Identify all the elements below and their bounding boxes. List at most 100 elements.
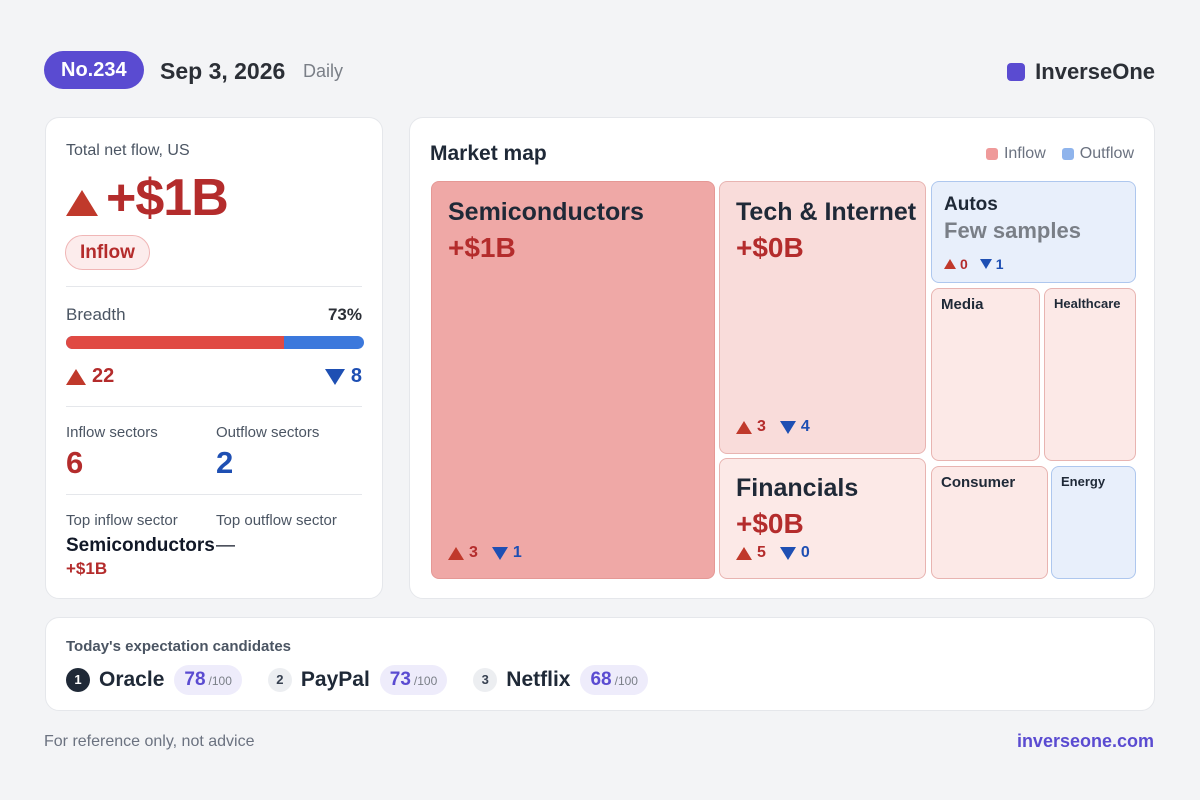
down-arrow-icon: [779, 420, 796, 434]
top-inflow-sector-value: +$1B: [66, 559, 108, 578]
header: No.234 Sep 3, 2026 Daily InverseOne: [44, 51, 1155, 91]
tile-autos[interactable]: Autos Few samples 0 1: [931, 181, 1136, 283]
brand: InverseOne: [1007, 59, 1155, 85]
tile-tech-internet[interactable]: Tech & Internet +$0B 3 4: [719, 181, 926, 454]
up-arrow-icon: [736, 420, 752, 434]
candidate-score-max: /100: [208, 674, 232, 688]
tile-counts: 3 4: [736, 418, 810, 436]
top-outflow-sector-name: —: [216, 535, 235, 556]
tile-counts: 3 1: [448, 544, 522, 562]
candidates-title: Today's expectation candidates: [66, 638, 292, 655]
divider: [66, 494, 362, 495]
candidate-item[interactable]: 2 PayPal 73 /100: [267, 665, 448, 695]
decliners-count: 8: [324, 365, 362, 388]
breadth-percent: 73%: [327, 305, 362, 324]
legend-inflow-label: Inflow: [1003, 145, 1046, 162]
market-map-card: Market map Inflow Outflow Semiconductors…: [409, 117, 1155, 599]
issue-badge: No.234: [44, 51, 144, 89]
candidate-score: 68 /100: [580, 665, 648, 695]
net-flow-amount: +$1B: [106, 169, 229, 227]
tile-name: Autos: [944, 194, 998, 215]
candidate-rank: 1: [66, 668, 90, 692]
top-inflow-sector-name: Semiconductors: [66, 535, 215, 556]
candidate-name: Oracle: [99, 668, 165, 691]
candidate-item[interactable]: 1 Oracle 78 /100: [66, 665, 242, 695]
tile-financials[interactable]: Financials +$0B 5 0: [719, 458, 926, 579]
down-arrow-icon: [979, 259, 992, 269]
net-flow-value: +$1B: [66, 168, 229, 228]
tile-down-count: 1: [512, 544, 522, 561]
tile-value: +$0B: [736, 232, 804, 263]
breadth-bar-fill: [66, 336, 284, 349]
tile-value: +$0B: [736, 508, 804, 539]
market-map-title: Market map: [430, 142, 547, 165]
tile-down-count: 0: [800, 544, 810, 561]
tile-media[interactable]: Media: [931, 288, 1040, 461]
tile-energy[interactable]: Energy: [1051, 466, 1136, 579]
tile-name: Consumer: [941, 474, 1016, 491]
tile-name: Media: [941, 296, 984, 313]
tile-healthcare[interactable]: Healthcare: [1044, 288, 1136, 461]
inflow-sectors-count: 6: [66, 445, 84, 480]
inflow-swatch-icon: [985, 148, 998, 160]
advancers-value: 22: [92, 365, 115, 387]
tile-name: Semiconductors: [448, 198, 644, 226]
tile-consumer[interactable]: Consumer: [931, 466, 1048, 579]
candidate-name: PayPal: [300, 668, 370, 691]
advancers-count: 22: [66, 365, 114, 388]
down-arrow-icon: [324, 368, 345, 385]
tile-down-count: 4: [800, 418, 810, 435]
site-link[interactable]: inverseone.com: [1016, 731, 1154, 751]
down-arrow-icon: [491, 546, 508, 560]
net-flow-summary-card: Total net flow, US +$1B Inflow Breadth 7…: [45, 117, 383, 599]
tile-semiconductors[interactable]: Semiconductors +$1B 3 1: [431, 181, 715, 579]
up-arrow-icon: [448, 546, 464, 560]
tile-note: Few samples: [944, 218, 1081, 243]
decliners-value: 8: [350, 365, 362, 387]
tile-name: Financials: [736, 474, 859, 502]
candidates-list: 1 Oracle 78 /100 2 PayPal 73 /100 3 Netf…: [66, 665, 674, 695]
tile-down: 4: [779, 418, 810, 436]
legend-inflow: Inflow: [985, 145, 1046, 163]
breadth-label: Breadth: [66, 305, 126, 324]
brand-name: InverseOne: [1035, 59, 1155, 84]
candidate-item[interactable]: 3 Netflix 68 /100: [473, 665, 648, 695]
tile-up-count: 3: [757, 418, 766, 435]
candidate-score-value: 68: [590, 669, 612, 690]
tile-counts: 0 1: [944, 256, 1004, 272]
candidate-rank: 2: [267, 668, 292, 692]
tile-name: Healthcare: [1054, 296, 1121, 311]
candidate-name: Netflix: [506, 668, 571, 691]
net-flow-label: Total net flow, US: [66, 142, 190, 159]
tile-up: 0: [944, 256, 968, 272]
tile-value: +$1B: [448, 232, 516, 263]
divider: [66, 406, 362, 407]
candidate-score-max: /100: [614, 674, 638, 688]
tile-up: 5: [736, 544, 766, 562]
report-date: Sep 3, 2026: [160, 58, 286, 84]
outflow-swatch-icon: [1061, 148, 1074, 160]
brand-logo-icon: [1007, 63, 1026, 81]
report-frequency: Daily: [303, 61, 344, 81]
outflow-sectors-count: 2: [216, 445, 234, 480]
market-map-legend: Inflow Outflow: [970, 145, 1134, 163]
tile-up: 3: [736, 418, 766, 436]
candidate-score-value: 73: [389, 669, 411, 690]
candidate-rank: 3: [473, 668, 498, 692]
tile-counts: 5 0: [736, 544, 810, 562]
tile-down: 0: [779, 544, 810, 562]
tile-up-count: 5: [757, 544, 766, 561]
candidate-score: 78 /100: [174, 665, 242, 695]
top-outflow-sector-label: Top outflow sector: [216, 512, 337, 529]
tile-up: 3: [448, 544, 478, 562]
top-inflow-sector-label: Top inflow sector: [66, 512, 178, 529]
disclaimer: For reference only, not advice: [44, 733, 255, 750]
breadth-bar: [66, 336, 364, 349]
tile-up-count: 3: [469, 544, 478, 561]
candidate-score-max: /100: [413, 674, 438, 688]
outflow-sectors-label: Outflow sectors: [216, 424, 320, 441]
legend-outflow: Outflow: [1061, 145, 1134, 163]
tile-down: 1: [491, 544, 522, 562]
candidate-score-value: 78: [184, 669, 206, 690]
up-arrow-icon: [944, 259, 956, 269]
